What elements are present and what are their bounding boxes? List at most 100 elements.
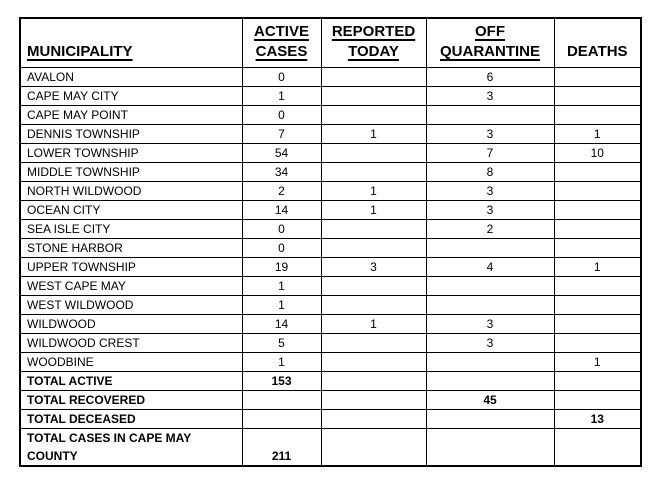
column-header-reported_today: REPORTED TODAY <box>320 17 427 68</box>
reported_today-cell <box>320 142 427 163</box>
off_quarantine-cell: 3 <box>425 313 555 334</box>
deaths-cell <box>553 275 642 296</box>
table-row: WEST CAPE MAY 1 <box>19 275 642 296</box>
header-row: MUNICIPALITY ACTIVE CASES REPORTED TODAY OF… <box>19 17 642 68</box>
off_quarantine-cell <box>425 370 555 391</box>
off_quarantine-cell: 3 <box>425 332 555 353</box>
table-row: AVALON 0 6 <box>19 66 642 87</box>
table-row: LOWER TOWNSHIP 54 7 10 <box>19 142 642 163</box>
reported_today-cell <box>320 275 427 296</box>
active_cases-cell: 0 <box>241 218 322 239</box>
active_cases-cell: 2 <box>241 180 322 201</box>
deaths-cell: 1 <box>553 351 642 372</box>
table-row: MIDDLE TOWNSHIP 34 8 <box>19 161 642 182</box>
off_quarantine-cell: 2 <box>425 218 555 239</box>
deaths-cell: 1 <box>553 123 642 144</box>
active_cases-cell: 54 <box>241 142 322 163</box>
reported_today-cell <box>320 104 427 125</box>
deaths-cell <box>553 199 642 220</box>
deaths-cell <box>553 332 642 353</box>
column-header-label: OFF QUARANTINE <box>440 23 540 60</box>
off_quarantine-cell: 6 <box>425 66 555 87</box>
table-row: CAPE MAY POINT 0 <box>19 104 642 125</box>
municipality-cell: CAPE MAY POINT <box>19 104 243 125</box>
deaths-cell <box>553 161 642 182</box>
reported_today-cell <box>320 389 427 410</box>
table-row: WOODBINE 1 1 <box>19 351 642 372</box>
deaths-cell: 10 <box>553 142 642 163</box>
reported_today-cell <box>320 427 427 467</box>
off_quarantine-cell <box>425 294 555 315</box>
active_cases-cell: 0 <box>241 104 322 125</box>
reported_today-cell: 1 <box>320 180 427 201</box>
municipality-cell: TOTAL CASES IN CAPE MAY COUNTY <box>19 427 243 467</box>
active_cases-cell: 0 <box>241 237 322 258</box>
municipality-cell: OCEAN CITY <box>19 199 243 220</box>
off_quarantine-cell: 3 <box>425 85 555 106</box>
table-row: OCEAN CITY 14 1 3 <box>19 199 642 220</box>
reported_today-cell <box>320 85 427 106</box>
cases-table: MUNICIPALITY ACTIVE CASES REPORTED TODAY OF… <box>19 17 642 468</box>
reported_today-cell <box>320 370 427 391</box>
active_cases-cell: 1 <box>241 351 322 372</box>
municipality-cell: WILDWOOD CREST <box>19 332 243 353</box>
active_cases-cell: 1 <box>241 294 322 315</box>
off_quarantine-cell: 7 <box>425 142 555 163</box>
off_quarantine-cell <box>425 104 555 125</box>
column-header-label: MUNICIPALITY <box>27 42 133 60</box>
reported_today-cell <box>320 237 427 258</box>
deaths-cell <box>553 389 642 410</box>
off_quarantine-cell: 3 <box>425 180 555 201</box>
deaths-cell <box>553 104 642 125</box>
active_cases-cell <box>241 408 322 429</box>
off_quarantine-cell: 45 <box>425 389 555 410</box>
reported_today-cell <box>320 218 427 239</box>
table-row: SEA ISLE CITY 0 2 <box>19 218 642 239</box>
reported_today-cell: 3 <box>320 256 427 277</box>
active_cases-cell <box>241 389 322 410</box>
active_cases-cell: 34 <box>241 161 322 182</box>
column-header-off_quarantine: OFF QUARANTINE <box>425 17 555 68</box>
deaths-cell <box>553 85 642 106</box>
active_cases-cell: 1 <box>241 275 322 296</box>
column-header-label: DEATHS <box>566 42 628 60</box>
deaths-cell <box>553 370 642 391</box>
deaths-cell: 1 <box>553 256 642 277</box>
reported_today-cell <box>320 66 427 87</box>
active_cases-cell: 211 <box>241 427 322 467</box>
deaths-cell <box>553 66 642 87</box>
active_cases-cell: 0 <box>241 66 322 87</box>
column-header-active_cases: ACTIVE CASES <box>241 17 322 68</box>
active_cases-cell: 153 <box>241 370 322 391</box>
reported_today-cell <box>320 332 427 353</box>
municipality-cell: TOTAL ACTIVE <box>19 370 243 391</box>
column-header-municipality: MUNICIPALITY <box>19 17 243 68</box>
municipality-cell: STONE HARBOR <box>19 237 243 258</box>
active_cases-cell: 1 <box>241 85 322 106</box>
municipality-cell: LOWER TOWNSHIP <box>19 142 243 163</box>
table-row: UPPER TOWNSHIP 19 3 4 1 <box>19 256 642 277</box>
deaths-cell <box>553 294 642 315</box>
deaths-cell <box>553 237 642 258</box>
reported_today-cell: 1 <box>320 313 427 334</box>
municipality-cell: TOTAL DECEASED <box>19 408 243 429</box>
active_cases-cell: 14 <box>241 199 322 220</box>
deaths-cell <box>553 180 642 201</box>
off_quarantine-cell: 4 <box>425 256 555 277</box>
municipality-cell: WOODBINE <box>19 351 243 372</box>
municipality-cell: SEA ISLE CITY <box>19 218 243 239</box>
reported_today-cell <box>320 294 427 315</box>
table-row: WILDWOOD 14 1 3 <box>19 313 642 334</box>
deaths-cell <box>553 218 642 239</box>
table-body: AVALON 0 6 CAPE MAY CITY 1 3 CAPE MAY POINT 0 DE… <box>19 66 642 467</box>
municipality-cell: MIDDLE TOWNSHIP <box>19 161 243 182</box>
off_quarantine-cell <box>425 351 555 372</box>
reported_today-cell: 1 <box>320 199 427 220</box>
active_cases-cell: 19 <box>241 256 322 277</box>
column-header-label: ACTIVE CASES <box>253 23 309 60</box>
reported_today-cell <box>320 351 427 372</box>
cases-table-container: MUNICIPALITY ACTIVE CASES REPORTED TODAY OF… <box>19 17 642 468</box>
reported_today-cell <box>320 161 427 182</box>
table-row: CAPE MAY CITY 1 3 <box>19 85 642 106</box>
municipality-cell: TOTAL RECOVERED <box>19 389 243 410</box>
